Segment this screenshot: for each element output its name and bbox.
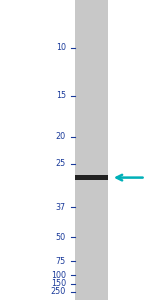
Text: 150: 150	[51, 279, 66, 288]
Text: 10: 10	[56, 44, 66, 52]
Text: 15: 15	[56, 92, 66, 100]
Bar	[75, 0, 108, 300]
Text: 100: 100	[51, 271, 66, 280]
Text: 75: 75	[56, 256, 66, 266]
Text: 37: 37	[56, 202, 66, 211]
Text: 25: 25	[56, 159, 66, 168]
Bar	[75, 175, 108, 180]
Text: 20: 20	[56, 132, 66, 141]
Text: 50: 50	[56, 232, 66, 242]
Text: 250: 250	[51, 287, 66, 296]
